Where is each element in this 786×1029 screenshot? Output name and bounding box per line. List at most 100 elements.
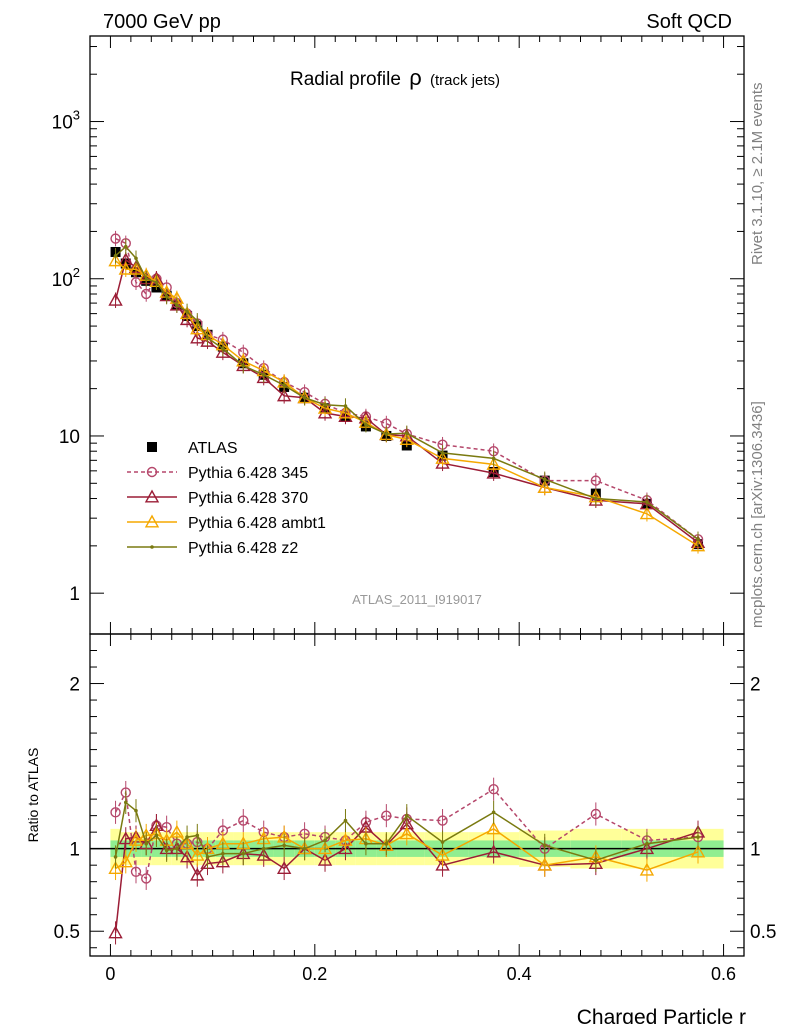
data-point [542, 477, 547, 482]
ratio-point [317, 852, 333, 866]
legend-marker [144, 514, 160, 528]
ratio-point [282, 843, 286, 848]
data-point [491, 456, 496, 461]
data-point [128, 261, 144, 275]
ratio-point [130, 866, 142, 877]
ratio-point [435, 847, 450, 861]
y-tick-label: 10 [59, 427, 80, 448]
ratio-y-tick-label-right: 1 [750, 840, 761, 861]
ratio-point [491, 810, 496, 815]
legend-label: Pythia 6.428 345 [188, 465, 308, 482]
ratio-point [435, 857, 450, 871]
plot-title-main: Radial profile [290, 69, 401, 90]
data-point [645, 500, 649, 504]
data-point [440, 451, 445, 455]
y-tick-base: 10 [52, 113, 73, 134]
ratio-series-3 [113, 790, 700, 872]
ratio-y-tick-label: 1 [69, 840, 80, 861]
legend-entry: Pythia 6.428 345 [127, 465, 308, 482]
ratio-point [594, 858, 598, 863]
series-4 [113, 238, 700, 548]
legend-marker [150, 545, 154, 549]
y-tick-label: 1 [69, 584, 80, 605]
data-point [205, 336, 210, 340]
ratio-frame [89, 633, 745, 957]
ratio-point [381, 810, 392, 821]
legend-entry: ATLAS [147, 440, 238, 457]
ratio-point [486, 821, 501, 835]
ratio-point [542, 843, 547, 848]
energy-label: 7000 GeV pp [103, 11, 221, 33]
ratio-y-tick-label: 0.5 [54, 922, 80, 943]
legend-marker [147, 442, 157, 452]
ratio-y-tick-label: 2 [69, 675, 80, 696]
data-point [399, 432, 414, 445]
ratio-y-tick-label-right: 0.5 [750, 922, 776, 943]
data-point [190, 321, 205, 335]
ratio-point [261, 846, 266, 851]
data-point [435, 450, 450, 464]
data-point [241, 363, 246, 368]
data-point [302, 395, 307, 400]
ratio-point [118, 831, 133, 845]
ratio-point [537, 857, 552, 871]
ratio-line [114, 788, 699, 880]
data-point [690, 538, 706, 552]
legend-label: Pythia 6.428 370 [188, 490, 308, 507]
series-3 [108, 253, 706, 554]
data-point [276, 388, 292, 402]
legend-entry: Pythia 6.428 370 [127, 489, 308, 507]
ratio-point [215, 854, 231, 868]
mcplots-ref: mcplots.cern.ch [arXiv:1306.3436] [749, 401, 766, 628]
ratio-point [440, 840, 445, 844]
ratio-point [590, 808, 602, 820]
ratio-y-tick-label-right: 2 [750, 675, 761, 696]
data-point [696, 537, 700, 542]
data-point [164, 294, 169, 299]
ratio-point [364, 841, 368, 846]
ratio-point [384, 841, 389, 846]
ratio-point [118, 854, 133, 868]
x-tick-label: 0.2 [302, 964, 327, 984]
data-point [282, 383, 286, 388]
ratio-point [488, 784, 499, 795]
ratio-point [221, 851, 225, 856]
analysis-id: ATLAS_2011_I919017 [352, 592, 482, 607]
ratio-point [108, 925, 123, 939]
legend-label: ATLAS [188, 440, 238, 457]
ratio-point [113, 855, 118, 859]
x-tick-label: 0 [105, 964, 115, 984]
legend-marker [146, 466, 158, 478]
data-point [338, 409, 353, 422]
data-point [317, 400, 333, 414]
plot-subtitle: (track jets) [430, 72, 500, 89]
rivet-version: Rivet 3.1.10, ≥ 2.1M events [749, 83, 766, 266]
legend: ATLAS Pythia 6.428 345 Pythia 6.428 370 Pyt… [127, 440, 326, 557]
ratio-point [323, 838, 327, 843]
data-point [195, 319, 200, 323]
y-tick-exponent: 3 [73, 108, 80, 123]
process-label: Soft QCD [646, 11, 732, 33]
data-point [113, 253, 118, 258]
ratio-point [128, 832, 144, 846]
ratio-point [338, 832, 353, 846]
data-point [639, 506, 655, 520]
legend-marker [144, 489, 160, 503]
ratio-point [317, 841, 333, 855]
y-tick-base: 1 [69, 584, 80, 605]
ratio-point [338, 841, 353, 855]
data-point [123, 244, 128, 249]
plot-title-symbol: ρ [409, 65, 422, 90]
ratio-point [302, 846, 307, 851]
data-point [110, 233, 121, 244]
ratio-point [437, 815, 448, 826]
ratio-point [238, 815, 249, 826]
series-line [114, 258, 699, 544]
data-point [486, 465, 501, 479]
ratio-point [486, 844, 501, 858]
data-point [134, 256, 138, 261]
legend-label: Pythia 6.428 z2 [188, 540, 298, 557]
ratio-point [696, 835, 700, 839]
